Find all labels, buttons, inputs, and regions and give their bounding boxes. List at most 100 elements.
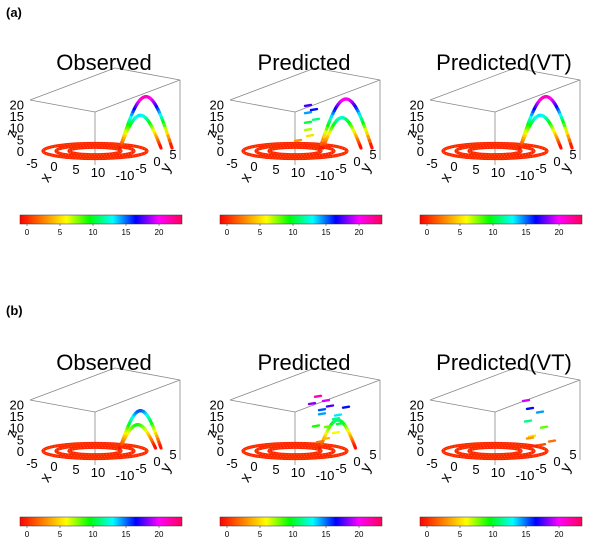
x-tick-label: -5 [426,156,438,171]
box-edge [29,367,116,401]
z-tick-label: 20 [210,97,224,112]
ring-trajectory-dots [468,446,522,456]
colorbar-tick-label: 0 [25,228,30,237]
x-tick-label: 5 [272,462,279,477]
y-tick-label: 5 [569,147,576,162]
scatter-point [525,406,535,411]
scatter-point [521,398,531,403]
colorbar-tick-label: 10 [289,228,298,237]
z-tick-label: 15 [210,109,224,124]
ring-trajectory-dots [255,144,335,158]
box-edge [229,99,296,113]
y-tick-label: 0 [353,154,360,169]
box-edge [429,367,516,401]
x-tick-label: -5 [26,456,38,471]
colorbar-tick-label: 15 [322,530,331,539]
panel-label-b: (b) [6,303,23,318]
box-edge [229,367,316,401]
colorbar-tick-label: 15 [522,530,531,539]
x-tick-label: 10 [291,165,305,180]
colorbar-tick-label: 10 [489,530,498,539]
colorbar-tick-label: 5 [58,530,63,539]
x-tick-label: 5 [272,162,279,177]
y-tick-label: 0 [353,454,360,469]
z-tick-label: 10 [10,421,24,436]
z-tick-label: 15 [10,109,24,124]
scatter-point [325,404,335,408]
box-edge [94,379,181,413]
scatter-point [305,133,315,138]
x-tick-label: 10 [91,465,105,480]
z-tick-label: 10 [210,121,224,136]
scatter-point [523,419,533,423]
z-tick-label: 10 [410,421,424,436]
box-edge [494,379,581,413]
z-tick-label: 10 [210,421,224,436]
scatter-point [303,120,313,125]
ring-trajectory-dots [68,146,122,156]
y-axis-label: y [357,160,376,175]
y-tick-label: -10 [116,468,135,483]
scatter-point [323,424,333,429]
z-tick-label: 20 [10,397,24,412]
y-tick-label: -10 [316,168,335,183]
scatter-point [331,416,341,421]
scatter-point [529,444,539,448]
scatter-point [293,138,303,143]
colorbar-tick-label: 15 [522,228,531,237]
colorbar-tick-label: 5 [458,530,463,539]
scatter-point [539,425,549,429]
y-tick-label: 5 [169,147,176,162]
ring-trajectory-dots [468,146,522,156]
y-tick-label: 5 [169,447,176,462]
x-tick-label: 0 [50,459,57,474]
box-edge [494,79,581,113]
colorbar-tick-label: 10 [489,228,498,237]
ring-trajectory-dots [268,446,322,456]
x-tick-label: -5 [226,456,238,471]
ring-trajectory-dots [442,143,548,159]
x-tick-label: 0 [450,459,457,474]
y-axis-label: y [557,460,576,475]
y-tick-label: -5 [335,461,347,476]
colorbar-tick-label: 0 [225,228,230,237]
y-axis-label: y [157,460,176,475]
colorbar-tick-label: 5 [258,530,263,539]
scatter-point [311,424,321,428]
ring-trajectory-dots [42,143,148,159]
arch-segment [158,143,163,150]
box-edge [314,67,381,81]
colorbar-tick-label: 20 [155,228,164,237]
colorbar-tick-label: 0 [25,530,30,539]
subplot-title: Observed [56,350,151,375]
y-axis-label: y [557,160,576,175]
x-tick-label: 10 [91,165,105,180]
x-tick-label: -5 [226,156,238,171]
box-edge [429,67,516,101]
z-tick-label: 15 [410,109,424,124]
scatter-point [321,398,331,403]
y-tick-label: -5 [535,461,547,476]
x-tick-label: 10 [491,465,505,480]
y-tick-label: -10 [516,168,535,183]
z-tick-label: 10 [10,121,24,136]
box-edge [114,367,181,381]
x-tick-label: 5 [472,162,479,177]
z-tick-label: 0 [417,144,424,159]
x-tick-label: 5 [72,462,79,477]
colorbar-tick-label: 5 [458,228,463,237]
z-tick-label: 5 [217,432,224,447]
y-tick-label: 0 [153,454,160,469]
y-tick-label: -5 [535,161,547,176]
box-edge [229,399,296,413]
y-tick-label: 5 [369,147,376,162]
x-tick-label: 5 [72,162,79,177]
box-edge [314,367,381,381]
colorbar-tick-label: 5 [258,228,263,237]
z-tick-label: 5 [17,132,24,147]
arch-segment [158,443,163,450]
arch-segment [353,444,358,450]
colorbar [419,516,583,527]
scatter-point [303,110,313,115]
